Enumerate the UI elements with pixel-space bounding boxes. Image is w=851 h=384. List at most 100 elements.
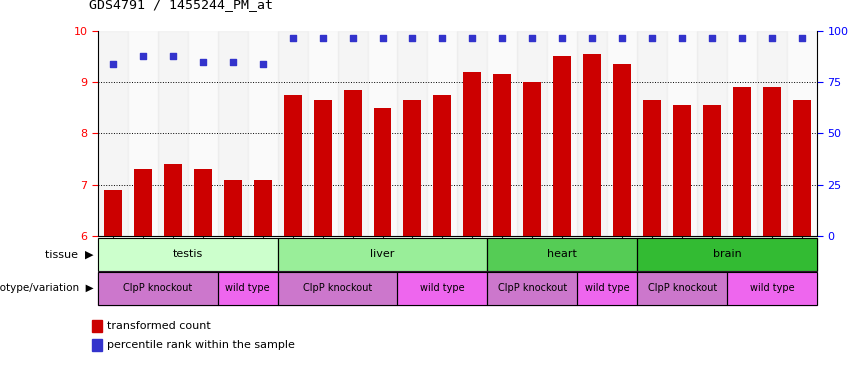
Point [615,35,629,41]
Bar [494,74,511,236]
Bar [608,31,637,236]
Bar [637,272,727,305]
Point [346,35,359,41]
Point [556,35,569,41]
Text: ClpP knockout: ClpP knockout [303,283,372,293]
Bar [277,238,488,271]
Bar [313,100,332,236]
Text: testis: testis [173,249,203,260]
Bar [614,64,631,236]
Bar [793,100,811,236]
Text: wild type: wild type [750,283,794,293]
Bar [523,82,541,236]
Bar [344,90,362,236]
Bar [218,31,248,236]
Text: ClpP knockout: ClpP knockout [123,283,192,293]
Bar [277,272,397,305]
Bar [577,272,637,305]
Text: liver: liver [370,249,395,260]
Text: transformed count: transformed count [107,321,211,331]
Bar [763,87,781,236]
Bar [277,238,488,271]
Bar [98,238,277,271]
Bar [733,87,751,236]
Point [226,58,239,65]
Bar [488,238,637,271]
Bar [727,272,817,305]
Bar [397,272,488,305]
Bar [218,272,277,305]
Point [585,35,599,41]
Bar [248,31,277,236]
Bar [553,56,571,236]
Point [196,58,209,65]
Bar [163,164,182,236]
Text: GDS4791 / 1455244_PM_at: GDS4791 / 1455244_PM_at [89,0,273,12]
Bar [128,31,157,236]
Point [256,61,270,67]
Text: heart: heart [547,249,577,260]
Point [436,35,449,41]
Bar [194,169,212,236]
Bar [134,169,151,236]
Bar [397,31,427,236]
Text: wild type: wild type [420,283,465,293]
Bar [104,190,122,236]
Bar [637,238,817,271]
Bar [488,272,577,305]
Point [465,35,479,41]
Text: ClpP knockout: ClpP knockout [498,283,567,293]
Bar [488,272,577,305]
Point [795,35,808,41]
Point [645,35,659,41]
Bar [727,272,817,305]
Point [495,35,509,41]
Point [166,53,180,60]
Point [765,35,779,41]
Bar [464,72,482,236]
Bar [283,95,301,236]
Bar [98,272,218,305]
Bar [403,100,421,236]
Bar [224,180,242,236]
Point [735,35,749,41]
Bar [338,31,368,236]
Text: wild type: wild type [226,283,270,293]
Point [526,35,540,41]
Bar [218,272,277,305]
Bar [547,31,577,236]
Bar [673,105,691,236]
Bar [254,180,271,236]
Bar [374,108,391,236]
Point [106,61,120,67]
Bar [277,272,397,305]
Bar [433,95,451,236]
Text: brain: brain [712,249,741,260]
Bar [697,31,727,236]
Point [676,35,689,41]
Text: genotype/variation  ▶: genotype/variation ▶ [0,283,94,293]
Bar [637,238,817,271]
Bar [583,54,601,236]
Point [316,35,329,41]
Point [136,53,150,60]
Bar [277,31,307,236]
Text: wild type: wild type [585,283,630,293]
Bar [757,31,787,236]
Bar [667,31,697,236]
Bar [92,339,102,351]
Bar [98,238,277,271]
Bar [643,100,661,236]
Bar [98,31,128,236]
Text: tissue  ▶: tissue ▶ [45,249,94,260]
Bar [307,31,338,236]
Bar [703,105,721,236]
Bar [637,272,727,305]
Bar [157,31,188,236]
Bar [98,272,218,305]
Text: ClpP knockout: ClpP knockout [648,283,717,293]
Bar [637,31,667,236]
Bar [92,320,102,332]
Bar [397,272,488,305]
Bar [427,31,458,236]
